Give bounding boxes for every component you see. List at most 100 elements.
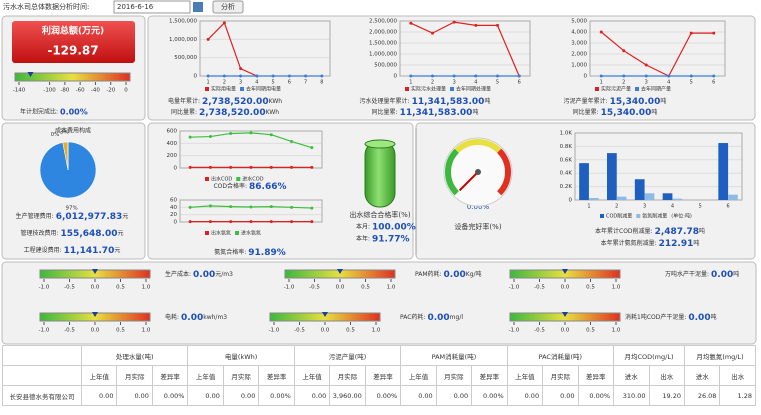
point [622, 49, 626, 53]
table-cell: 3,960.00 [329, 385, 366, 406]
point [452, 20, 456, 24]
summary-unit: 吨 [484, 97, 490, 105]
table-row: 长安县德水务有限公司 0.00 0.00 0.00% 0.00 0.00 0.00% 0.00… [2, 385, 756, 406]
gauge-arc [496, 148, 511, 196]
table-cell: 月实际 [329, 365, 366, 386]
x-tick-label: 4 [671, 204, 674, 210]
equipment-value: 0.00% [467, 203, 490, 211]
unit-label: (单位:吨) [671, 213, 692, 220]
legend-swatch [236, 177, 241, 181]
gauge-needle [458, 171, 479, 192]
y-tick-label: 0 [394, 74, 398, 80]
table-cell: 上年值 [400, 365, 437, 386]
y-tick-label: 60 [170, 198, 177, 204]
summary-table: 处理水量(吨) 电量(kWh) 污泥产量(吨) PAM消耗量(吨) PAC消耗量(吨) 月… [2, 345, 757, 406]
legend-label: 实际污泥产量 [601, 86, 631, 93]
point [320, 74, 324, 78]
table-cell: 0.00 [80, 385, 118, 406]
y-tick-label: 600 [167, 129, 178, 135]
summary-label: 同比量累: [171, 108, 197, 116]
gauge-arc [454, 139, 502, 154]
table-cell: 310.00 [613, 385, 650, 406]
y-tick-label: 200 [167, 153, 178, 159]
analyze-button[interactable] [212, 0, 244, 14]
table-cell: 差异率 [258, 365, 295, 386]
point [188, 135, 192, 139]
table-cell: 0.00 [400, 385, 437, 406]
summary-label: 工程建设费用: [24, 246, 62, 254]
gauge-bar [14, 72, 131, 82]
summary-value: 0.00 [444, 270, 466, 280]
calendar-icon[interactable] [193, 2, 203, 12]
table-cell: 0.00% [577, 385, 615, 406]
legend-swatch [600, 214, 604, 218]
y-tick-label: 1,000,000 [369, 52, 397, 58]
cost-title: 成本费用构成 [55, 127, 91, 135]
point [496, 74, 499, 78]
legend-swatch [205, 87, 209, 91]
summary-label: 电量年累计: [168, 97, 200, 105]
summary-line: 电量年累计: 2,738,520.00KWh [168, 97, 282, 107]
button-label[interactable]: 分析 [221, 2, 235, 11]
panel [1, 261, 757, 345]
legend-swatch [205, 177, 209, 181]
table-cell: 26.08 [683, 385, 721, 406]
bar [588, 197, 599, 200]
x-tick-label: 3 [239, 80, 242, 86]
x-tick-label: 6 [518, 80, 521, 86]
point [431, 31, 434, 35]
point [271, 74, 275, 78]
summary-label: 生产管理费用: [16, 212, 54, 220]
point [431, 74, 434, 78]
summary-unit: 吨 [699, 227, 705, 235]
summary-unit: 吨 [711, 313, 717, 321]
summary-label: 氨氮合格率: [214, 248, 246, 256]
gauge-tick-label: 1.0 [612, 285, 621, 291]
point [599, 74, 603, 78]
gauge-tick-label: -60 [76, 88, 85, 94]
summary-line: 同比量累: 15,340.00吨 [573, 108, 658, 118]
y-tick-label: 20 [170, 212, 177, 218]
summary-line: 同比量累: 11,341,583.00吨 [372, 108, 479, 118]
y-tick-label: 400 [167, 141, 178, 147]
gauge-tick-label: 0.5 [586, 285, 595, 291]
table-cell: 0.00% [471, 385, 508, 406]
gauge-tick-label: -0.5 [294, 328, 305, 334]
point [290, 220, 294, 224]
gauge-tick-label: 1.0 [372, 328, 381, 334]
point [474, 74, 478, 78]
point [222, 21, 226, 25]
point [599, 30, 603, 34]
summary-line: 万吨水产干泥量: 0.00吨 [665, 270, 739, 280]
y-tick-label: 1,500,000 [369, 41, 397, 47]
gauge-tick-label: -1.0 [509, 285, 520, 291]
gauge-tick-label: -0.5 [64, 285, 75, 291]
summary-line: 电耗: 0.00kwh/m3 [165, 313, 227, 323]
tank-month-label: 本月: [356, 223, 370, 231]
gauge-hub [475, 169, 481, 175]
profit-title: 利润总额(万元) [41, 25, 104, 37]
table-cell: 进水 [683, 365, 721, 386]
summary-unit: mg/l [450, 314, 464, 321]
dashboard: 污水水司总体数据分析时间: 2016-6-16 分析 利润总额(万元) -129… [1, 0, 757, 345]
gauge-tick-label: -20 [106, 88, 115, 94]
y-tick-label: 500,000 [374, 63, 397, 69]
series-line [410, 21, 520, 77]
date-value: 2016-6-16 [117, 3, 154, 11]
tank-year-label: 本年: [356, 235, 370, 243]
point [208, 220, 212, 224]
bar [616, 196, 627, 200]
tank-month: 100.00% [372, 223, 416, 233]
x-tick-label: 2 [615, 204, 618, 210]
y-tick-label: 3,000 [571, 41, 587, 47]
bar [728, 194, 738, 200]
x-tick-label: 4 [474, 80, 477, 86]
point [712, 31, 716, 35]
toolbar-label: 污水水司总体数据分析时间: [3, 2, 89, 11]
legend-label: 实际污水处理量 [411, 86, 446, 93]
table-cell: 0.00 [506, 385, 544, 406]
point [239, 67, 243, 71]
bar [634, 179, 645, 200]
date-input[interactable] [113, 0, 191, 14]
table-cell: 出水 [648, 365, 685, 386]
